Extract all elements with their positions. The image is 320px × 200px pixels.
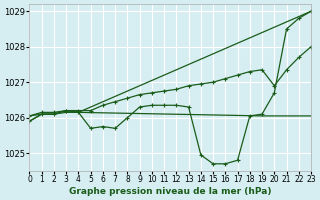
X-axis label: Graphe pression niveau de la mer (hPa): Graphe pression niveau de la mer (hPa)	[69, 187, 271, 196]
